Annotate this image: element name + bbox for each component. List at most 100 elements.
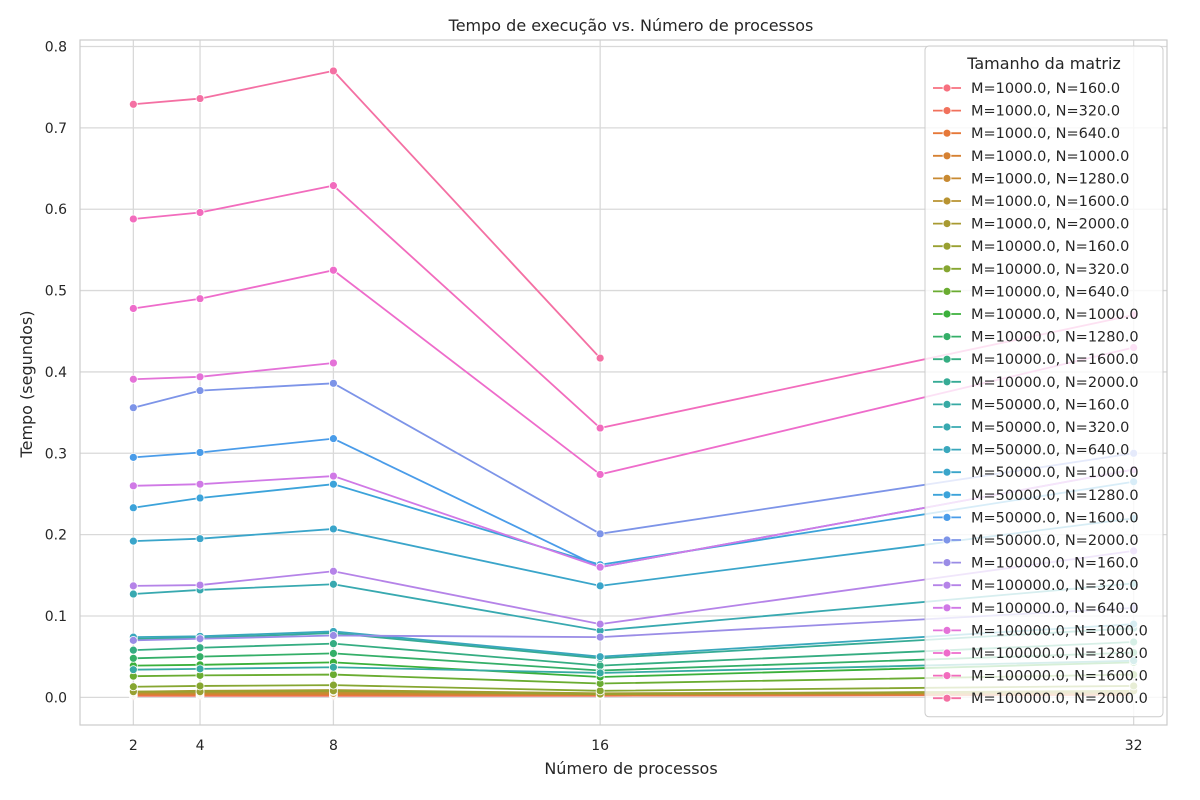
data-point bbox=[195, 386, 205, 396]
data-point bbox=[329, 649, 338, 658]
legend-label: M=1000.0, N=1000.0 bbox=[971, 149, 1129, 165]
legend-marker bbox=[942, 603, 952, 613]
legend-item: M=50000.0, N=1600.0 bbox=[933, 510, 1139, 526]
data-point bbox=[195, 294, 205, 304]
data-point bbox=[195, 652, 205, 662]
data-point bbox=[128, 536, 138, 546]
legend-item: M=10000.0, N=2000.0 bbox=[933, 375, 1139, 391]
legend-item: M=10000.0, N=1000.0 bbox=[933, 307, 1139, 323]
data-point bbox=[329, 566, 338, 576]
tick-labels: 2 4 8 16 32 0.0 0.1 0.2 0.3 0.4 0.5 0.6 0.7 0.8 bbox=[45, 40, 1143, 754]
legend-item: M=1000.0, N=640.0 bbox=[933, 126, 1120, 142]
legend-marker bbox=[942, 671, 952, 680]
data-point bbox=[128, 665, 138, 675]
legend-marker bbox=[942, 286, 952, 296]
legend-item: M=1000.0, N=1600.0 bbox=[933, 194, 1129, 210]
legend-label: M=50000.0, N=320.0 bbox=[971, 420, 1129, 436]
legend-item: M=100000.0, N=160.0 bbox=[933, 556, 1139, 572]
legend-label: M=10000.0, N=1280.0 bbox=[971, 330, 1139, 346]
legend-label: M=1000.0, N=640.0 bbox=[971, 126, 1120, 142]
legend-label: M=10000.0, N=160.0 bbox=[971, 239, 1129, 255]
y-tick-label: 0.3 bbox=[45, 446, 67, 462]
y-tick-label: 0.2 bbox=[45, 528, 67, 544]
data-point bbox=[329, 434, 338, 444]
legend-label: M=1000.0, N=160.0 bbox=[971, 81, 1120, 97]
legend-label: M=100000.0, N=1280.0 bbox=[971, 646, 1148, 662]
legend-marker bbox=[942, 558, 952, 567]
data-point bbox=[595, 686, 605, 696]
legend-label: M=10000.0, N=2000.0 bbox=[971, 375, 1139, 391]
legend-marker bbox=[942, 151, 952, 161]
data-point bbox=[595, 353, 605, 363]
data-point bbox=[595, 652, 605, 662]
legend-marker bbox=[942, 332, 952, 342]
data-point bbox=[128, 653, 138, 663]
data-point bbox=[195, 580, 205, 590]
data-point bbox=[595, 668, 605, 678]
legend-marker bbox=[942, 83, 952, 93]
data-point bbox=[329, 181, 338, 191]
data-point bbox=[128, 581, 138, 591]
legend-marker bbox=[942, 173, 952, 183]
legend-label: M=1000.0, N=1600.0 bbox=[971, 194, 1129, 210]
data-point bbox=[329, 680, 338, 690]
legend-marker bbox=[942, 241, 952, 251]
series-25 bbox=[128, 358, 338, 384]
legend-label: M=1000.0, N=1280.0 bbox=[971, 171, 1129, 187]
legend: Tamanho da matriz M=1000.0, N=160.0 M=1000… bbox=[924, 45, 1164, 718]
legend-item: M=1000.0, N=320.0 bbox=[933, 104, 1120, 120]
legend-item: M=10000.0, N=640.0 bbox=[933, 284, 1129, 300]
y-axis-label: Tempo (segundos) bbox=[17, 311, 36, 459]
legend-item: M=50000.0, N=160.0 bbox=[933, 397, 1129, 413]
x-tick-label: 16 bbox=[591, 738, 609, 754]
data-point bbox=[595, 470, 605, 479]
data-point bbox=[329, 471, 338, 481]
series-9 bbox=[128, 680, 1139, 696]
x-tick-label: 4 bbox=[196, 738, 205, 754]
legend-item: M=50000.0, N=1000.0 bbox=[933, 465, 1139, 481]
data-point bbox=[128, 214, 138, 224]
series-line bbox=[133, 69, 601, 359]
y-tick-label: 0.8 bbox=[45, 40, 67, 56]
y-tick-label: 0.7 bbox=[45, 121, 67, 137]
data-point bbox=[128, 452, 138, 462]
legend-marker bbox=[942, 422, 952, 432]
data-point bbox=[595, 562, 605, 572]
legend-item: M=50000.0, N=320.0 bbox=[933, 420, 1129, 436]
data-point bbox=[329, 358, 338, 368]
data-point bbox=[329, 66, 338, 76]
legend-marker bbox=[942, 106, 952, 115]
legend-marker bbox=[942, 513, 952, 522]
chart-title: Tempo de execução vs. Número de processo… bbox=[448, 16, 814, 35]
legend-marker bbox=[942, 648, 952, 658]
data-point bbox=[128, 682, 138, 692]
legend-marker bbox=[942, 445, 952, 455]
legend-item: M=1000.0, N=1280.0 bbox=[933, 171, 1129, 187]
legend-item: M=100000.0, N=2000.0 bbox=[933, 691, 1148, 707]
x-axis-label: Número de processos bbox=[544, 759, 717, 778]
legend-marker bbox=[942, 128, 952, 138]
legend-marker bbox=[942, 354, 952, 364]
legend-item: M=10000.0, N=1600.0 bbox=[933, 352, 1139, 368]
data-point bbox=[329, 479, 338, 489]
data-point bbox=[128, 304, 138, 313]
legend-item: M=1000.0, N=160.0 bbox=[933, 81, 1120, 97]
data-point bbox=[195, 479, 205, 489]
data-point bbox=[195, 493, 205, 503]
data-point bbox=[128, 503, 138, 513]
series-layer bbox=[128, 66, 1139, 701]
data-point bbox=[595, 632, 605, 642]
legend-label: M=50000.0, N=1600.0 bbox=[971, 510, 1139, 526]
legend-label: M=1000.0, N=320.0 bbox=[971, 104, 1120, 120]
legend-marker bbox=[942, 399, 952, 409]
legend-item: M=10000.0, N=320.0 bbox=[933, 262, 1129, 278]
data-point bbox=[195, 634, 205, 644]
legend-label: M=50000.0, N=1000.0 bbox=[971, 465, 1139, 481]
data-point bbox=[195, 534, 205, 544]
legend-marker bbox=[942, 467, 952, 477]
data-point bbox=[195, 448, 205, 457]
y-tick-label: 0.5 bbox=[45, 284, 67, 300]
legend-label: M=50000.0, N=640.0 bbox=[971, 443, 1129, 459]
legend-item: M=100000.0, N=1600.0 bbox=[933, 669, 1148, 685]
